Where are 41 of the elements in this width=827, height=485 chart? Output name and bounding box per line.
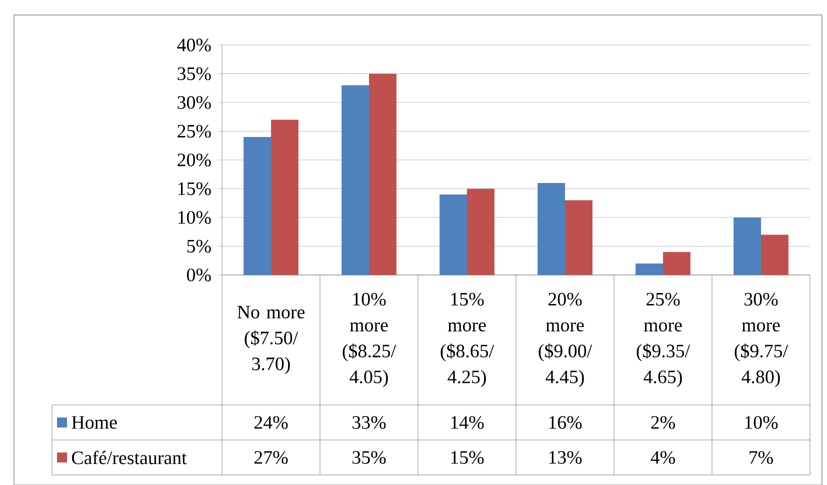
data-label: 4% [650,451,675,464]
data-label: 2% [651,416,675,429]
bar [244,136,272,275]
data-label: 35% [352,451,386,464]
legend-label: Café/restaurant [72,450,187,464]
data-label: 33% [352,416,386,429]
bar [440,194,468,275]
x-tick-label: No more ($7.50/ 3.70) [237,306,305,374]
x-tick-label: 10% more ($8.25/ 4.05) [342,292,396,388]
data-label: 13% [549,451,582,464]
x-tick-label: 25% more ($9.35/ 4.65) [636,292,690,388]
y-tick-label: 10% [178,211,211,224]
y-tick-label: 5% [187,240,211,253]
y-tick-label: 35% [178,67,211,80]
data-label: 16% [549,416,582,429]
legend-label: Home [72,416,117,429]
x-tick-label: 30% more ($9.75/ 4.80) [734,292,788,388]
bar [565,200,592,275]
bar [342,85,370,275]
data-label: 14% [451,416,484,429]
y-tick-label: 20% [178,154,211,166]
bar [761,234,788,275]
bar [734,217,762,275]
data-label: 27% [254,451,288,464]
y-tick-label: 15% [178,182,211,196]
data-label: 24% [254,416,288,429]
bar [538,182,566,275]
bar [636,263,664,275]
data-label: 7% [750,451,773,464]
bar [467,188,494,275]
bar [369,74,396,275]
y-tick-label: 0% [186,268,211,282]
x-tick-label: 15% more ($8.65/ 4.25) [440,292,494,388]
y-tick-label: 40% [177,38,211,52]
y-tick-label: 30% [178,96,211,109]
bar [663,252,690,275]
data-label: 10% [745,416,778,429]
data-label: 15% [451,451,484,464]
x-tick-label: 20% more ($9.00/ 4.45) [538,292,592,388]
bar [271,120,298,275]
y-tick-label: 25% [178,124,211,138]
